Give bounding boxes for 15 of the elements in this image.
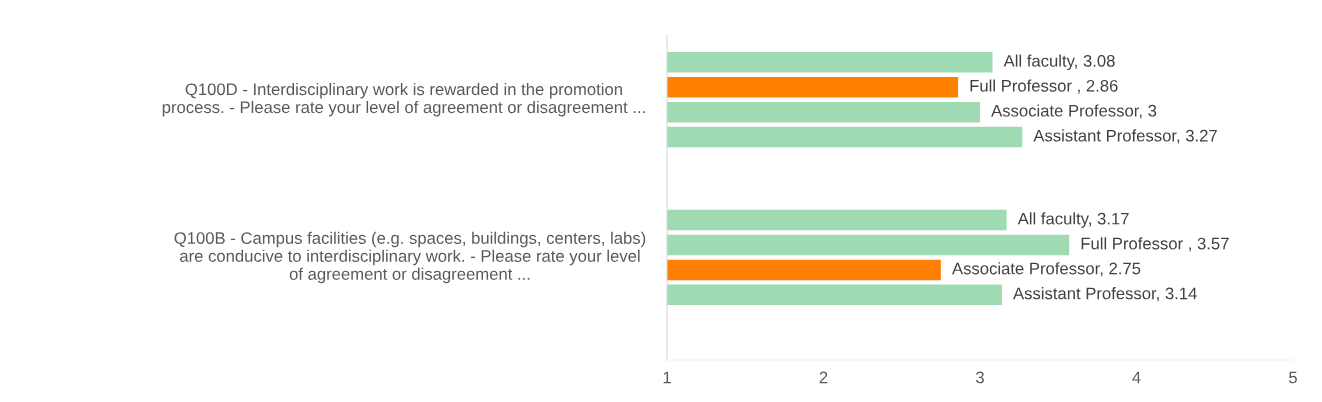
data-label: Assistant Professor, 3.14 bbox=[1013, 287, 1197, 302]
x-tick-label: 4 bbox=[1132, 371, 1141, 384]
data-label: All faculty, 3.08 bbox=[1003, 54, 1115, 71]
y-tick-label: Q100D - Interdisciplinary work is rewarded in the promotion process. - Please rate your level of agreement or disagreement ... bbox=[162, 82, 645, 117]
x-tick-label: 1 bbox=[663, 371, 671, 384]
data-label: Associate Professor, 3 bbox=[991, 104, 1157, 119]
data-label: Assistant Professor, 3.27 bbox=[1033, 129, 1217, 144]
x-tick-label: 5 bbox=[1289, 371, 1297, 384]
x-tick-label: 2 bbox=[819, 371, 828, 384]
y-tick-label: Q100B - Campus facilities (e.g. spaces, buildings, centers, labs) are conducive to interdisciplinary work. - Please rate your level of agreement or disagreement ... bbox=[174, 231, 646, 284]
data-label: Full Professor , 2.86 bbox=[970, 79, 1118, 94]
data-label: All faculty, 3.17 bbox=[1017, 212, 1129, 228]
data-label: Full Professor , 3.57 bbox=[1081, 237, 1229, 252]
data-label: Associate Professor, 2.75 bbox=[952, 262, 1141, 277]
x-tick-label: 3 bbox=[976, 371, 984, 384]
